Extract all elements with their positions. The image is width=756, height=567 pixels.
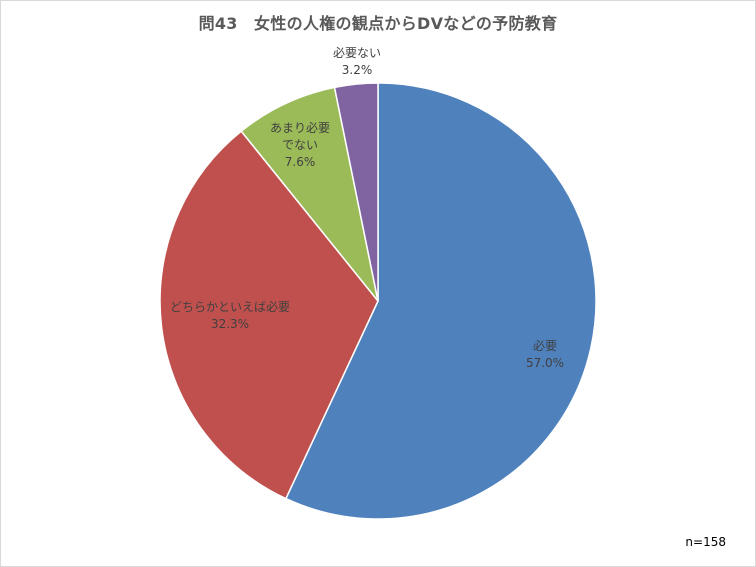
data-label-necessary: 必要 57.0% [500, 338, 590, 372]
data-label-not-very-necessary: あまり必要 でない 7.6% [255, 120, 345, 171]
pie-slice-necessary [284, 82, 597, 520]
value-label-not-very-necessary: 7.6% [284, 155, 316, 169]
category-label-necessary: 必要 [532, 339, 557, 353]
pie-slice-not-necessary [333, 82, 379, 302]
category-label-not-necessary: 必要ない [332, 46, 381, 60]
sample-size-note: n=158 [685, 535, 726, 549]
pie-slice-not-very-necessary [240, 86, 379, 302]
data-label-not-necessary: 必要ない 3.2% [312, 45, 402, 79]
category-label-not-very-necessary-line2: でない [281, 138, 318, 152]
category-label-somewhat-necessary: どちらかといえば必要 [169, 300, 290, 314]
pie-slice-somewhat-necessary [159, 130, 379, 500]
value-label-not-necessary: 3.2% [341, 63, 373, 77]
value-label-somewhat-necessary: 32.3% [210, 317, 250, 331]
chart-title: 問43 女性の人権の観点からDVなどの予防教育 [198, 14, 558, 33]
category-label-not-very-necessary: あまり必要 [269, 121, 330, 135]
value-label-necessary: 57.0% [525, 356, 565, 370]
data-label-somewhat-necessary: どちらかといえば必要 32.3% [160, 299, 300, 333]
